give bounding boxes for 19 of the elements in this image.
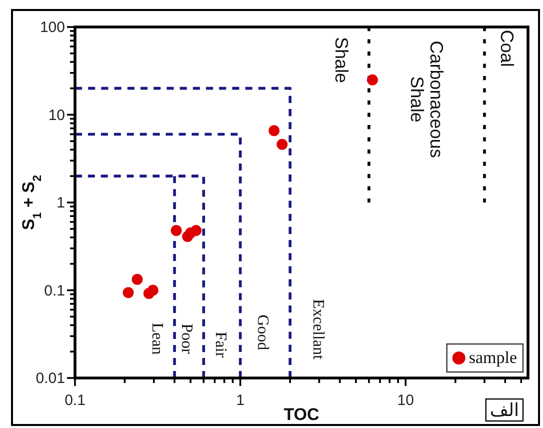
text: الف (490, 400, 519, 420)
annotation: Fair (212, 332, 230, 358)
y-tick-label: 1 (56, 194, 65, 212)
annotation: Coal (496, 30, 517, 67)
legend-label: sample (468, 348, 517, 367)
y-tick-label: 10 (48, 106, 65, 124)
annotation: Shale (332, 36, 352, 84)
y-tick-label: 100 (40, 19, 65, 36)
y-tick-label: 0.1 (44, 282, 65, 300)
x-tick-label: 1 (236, 392, 244, 409)
annotation: Poor (178, 324, 196, 354)
y-tick-label: 0.01 (36, 370, 65, 387)
annotation: Lean (148, 322, 166, 355)
x-axis-title: TOC (284, 405, 320, 424)
annotation: Good (254, 314, 271, 350)
x-tick-label: 10 (397, 392, 414, 409)
x-tick-label: 0.1 (64, 392, 86, 409)
annotation: Carbonaceous Shale (406, 40, 447, 158)
annotation: Excellant (310, 299, 327, 360)
